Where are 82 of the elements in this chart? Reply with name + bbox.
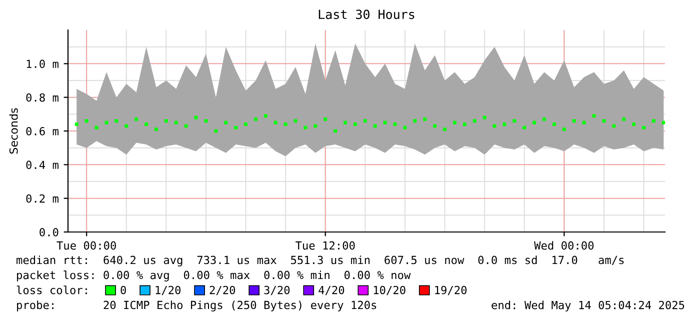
y-tick-label: 1.0 m (26, 60, 58, 68)
point (164, 119, 168, 123)
point (244, 122, 248, 126)
point (602, 119, 606, 123)
point (383, 120, 387, 124)
point (373, 124, 377, 128)
text: loss color: (16, 286, 87, 294)
point (354, 122, 357, 126)
point (492, 124, 496, 128)
point (393, 122, 397, 126)
y-tick-label: 0.2 m (26, 194, 58, 203)
point (363, 119, 367, 123)
y-tick-label: 0.8 m (26, 93, 58, 102)
point (522, 126, 526, 130)
y-tick-label: 0.4 m (26, 160, 58, 170)
legend-label: 1/20 (156, 286, 181, 296)
legend-label: 4/20 (318, 286, 344, 296)
point (482, 116, 486, 120)
point (254, 118, 258, 121)
point (294, 119, 298, 123)
point (304, 126, 308, 130)
y-tick-label: 0.6 m (26, 127, 58, 136)
point (472, 119, 476, 123)
point (572, 119, 576, 123)
point (662, 120, 665, 124)
point (144, 122, 148, 126)
x-tick-label: Tue 12:00 (296, 241, 355, 250)
point (542, 118, 546, 121)
text: median rtt: 640.2 us avg 733.1 us max 551.3 us min 607.5 us now 0.0 ms sd 17.0 am/s (16, 256, 624, 266)
point (314, 124, 318, 128)
text: probe: 20 ICMP Echo Pings (250 Bytes) every 120s (17, 300, 376, 312)
point (622, 118, 626, 121)
point (284, 122, 288, 126)
point (344, 120, 347, 124)
legend-label: 0 (120, 286, 126, 294)
point (403, 126, 407, 130)
legend-label: 19/20 (435, 286, 467, 296)
point (423, 118, 427, 121)
point (264, 114, 268, 118)
point (512, 119, 516, 123)
point (532, 120, 536, 124)
text: end: Wed May 14 05:04:24 2025 (492, 300, 684, 312)
point (204, 119, 208, 123)
point (462, 122, 466, 126)
text: packet loss: 0.00 % avg 0.00 % max 0.00 % min 0.00 % now (17, 270, 411, 282)
point (413, 119, 417, 123)
point (234, 126, 238, 130)
point (124, 124, 128, 128)
point (443, 128, 446, 132)
legend-label: 2/20 (210, 286, 236, 296)
y-axis-title: Seconds (9, 108, 18, 154)
point (582, 120, 586, 124)
point (94, 126, 98, 130)
point (174, 120, 178, 124)
legend-label: 10/20 (374, 286, 406, 296)
point (214, 129, 218, 133)
legend-label: 3/20 (264, 286, 290, 296)
point (612, 124, 616, 128)
point (453, 120, 456, 124)
point (552, 122, 556, 126)
point (274, 120, 278, 124)
point (433, 124, 437, 128)
point (154, 128, 158, 132)
point (104, 120, 108, 124)
point (74, 122, 78, 126)
point (224, 120, 228, 124)
point (324, 118, 328, 121)
point (642, 126, 646, 130)
point (134, 118, 138, 121)
chart-title: Last 30 Hours (318, 10, 414, 20)
point (334, 129, 338, 133)
point (502, 122, 506, 126)
x-tick-label: Tue 00:00 (56, 241, 116, 250)
point (114, 119, 118, 123)
x-tick-label: Wed 00:00 (534, 241, 594, 250)
point (592, 114, 596, 118)
point (562, 128, 566, 132)
point (632, 122, 636, 126)
point (184, 124, 188, 128)
point (652, 119, 656, 123)
point (84, 119, 88, 123)
y-tick-label: 0.0 (40, 228, 58, 236)
